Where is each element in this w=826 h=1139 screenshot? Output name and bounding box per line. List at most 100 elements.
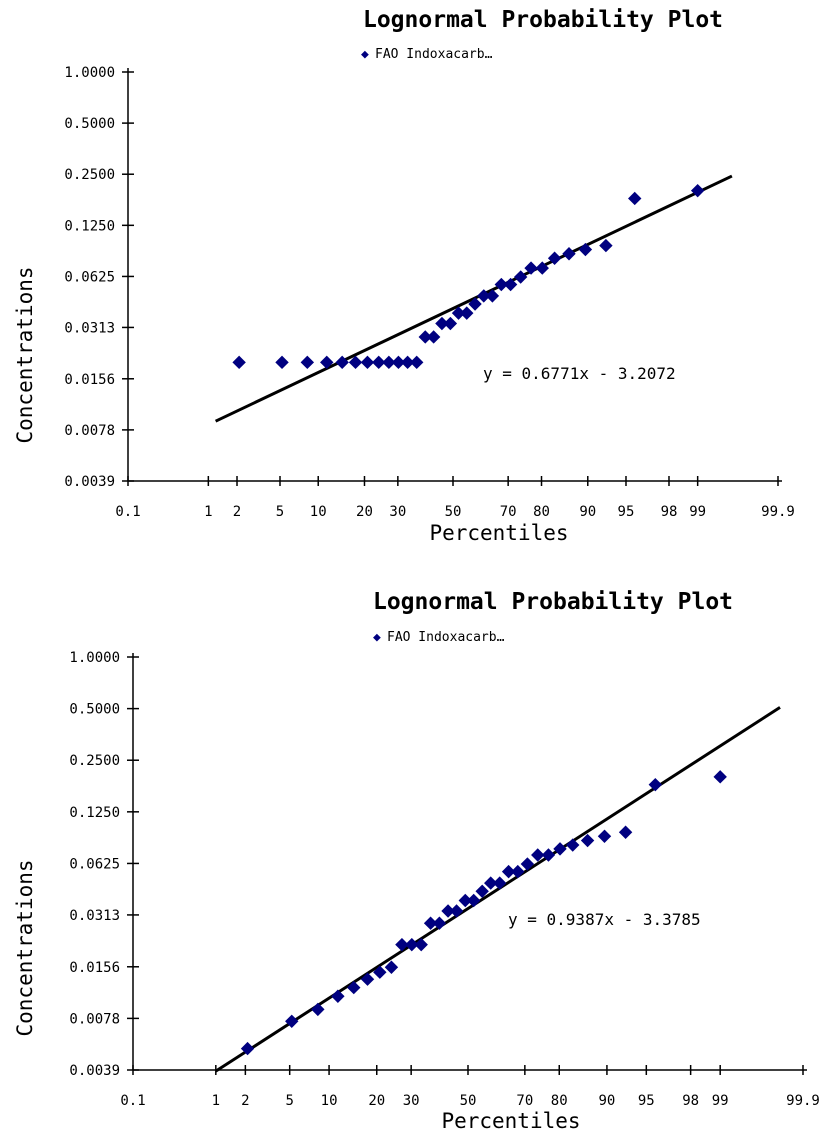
x-tick-label: 90 xyxy=(598,1093,615,1109)
x-tick-label: 10 xyxy=(321,1093,338,1109)
chart-1-equation: y = 0.6771x - 3.2072 xyxy=(483,364,676,383)
data-point xyxy=(372,355,386,370)
chart-1-axes: 1.00000.50000.25000.12500.06250.03130.01… xyxy=(64,65,794,520)
chart-2-title: Lognormal Probability Plot xyxy=(373,589,733,615)
y-tick-label: 1.0000 xyxy=(69,650,120,666)
data-point xyxy=(580,833,595,848)
chart-2-marks xyxy=(214,706,781,1073)
data-point xyxy=(360,355,375,370)
data-point xyxy=(618,825,633,839)
data-point xyxy=(648,777,663,792)
data-point xyxy=(460,306,474,320)
data-point xyxy=(484,876,498,890)
x-tick-label: 50 xyxy=(445,504,462,520)
x-tick-label: 30 xyxy=(389,504,406,520)
x-tick-label: 50 xyxy=(460,1093,477,1109)
data-point xyxy=(391,355,406,370)
y-tick-label: 0.1250 xyxy=(64,218,115,234)
data-point xyxy=(232,355,246,370)
data-point xyxy=(531,848,545,862)
chart-2-equation: y = 0.9387x - 3.3785 xyxy=(508,910,701,929)
data-point xyxy=(520,857,535,871)
y-tick-label: 0.1250 xyxy=(69,805,120,821)
data-point xyxy=(468,297,482,311)
y-tick-label: 0.5000 xyxy=(64,116,115,132)
data-point xyxy=(285,1014,299,1029)
data-point xyxy=(562,247,576,261)
x-tick-label: 10 xyxy=(310,504,327,520)
x-tick-label: 0.1 xyxy=(115,504,140,520)
x-tick-label: 0.1 xyxy=(120,1093,145,1109)
chart-2-legend: ◆ FAO Indoxacarb… xyxy=(373,630,505,645)
data-point xyxy=(360,972,375,986)
trendline xyxy=(214,706,781,1073)
data-point xyxy=(240,1041,255,1056)
data-point xyxy=(275,355,289,370)
data-point xyxy=(348,355,363,370)
x-tick-label: 2 xyxy=(233,504,241,520)
data-point xyxy=(443,316,458,331)
chart-1-y-axis-title: Concentrations xyxy=(13,266,37,443)
x-tick-label: 95 xyxy=(618,504,635,520)
x-tick-label: 30 xyxy=(403,1093,420,1109)
data-point xyxy=(494,277,509,292)
y-tick-label: 0.0313 xyxy=(64,320,115,336)
data-point xyxy=(382,355,396,370)
chart-2-axes: 1.00000.50000.25000.12500.06250.03130.01… xyxy=(69,650,819,1109)
data-point xyxy=(547,251,562,265)
x-tick-label: 20 xyxy=(368,1093,385,1109)
data-point xyxy=(347,980,361,995)
y-tick-label: 0.0039 xyxy=(64,474,115,490)
data-point xyxy=(690,183,705,198)
data-point xyxy=(492,876,507,890)
chart-1-marks xyxy=(214,174,733,423)
data-point xyxy=(300,355,315,370)
y-tick-label: 0.2500 xyxy=(69,753,120,769)
data-point xyxy=(511,864,525,879)
x-tick-label: 80 xyxy=(551,1093,568,1109)
legend-marker-1: ◆ xyxy=(361,47,369,62)
data-point xyxy=(524,261,538,275)
x-tick-label: 5 xyxy=(285,1093,293,1109)
chart-2-y-axis-title: Concentrations xyxy=(13,859,37,1036)
data-point xyxy=(311,1002,325,1017)
x-tick-label: 90 xyxy=(579,504,596,520)
data-point xyxy=(320,355,334,370)
chart-1: Lognormal Probability Plot ◆ FAO Indoxac… xyxy=(13,7,795,545)
x-tick-label: 99.9 xyxy=(786,1093,820,1109)
x-tick-label: 80 xyxy=(533,504,550,520)
data-point xyxy=(414,937,428,952)
data-point xyxy=(373,965,387,979)
legend-marker-2: ◆ xyxy=(373,630,381,645)
x-tick-label: 2 xyxy=(241,1093,249,1109)
y-tick-label: 0.0078 xyxy=(64,423,115,439)
chart-1-title: Lognormal Probability Plot xyxy=(363,7,723,33)
data-point xyxy=(513,270,528,284)
data-point xyxy=(423,916,438,930)
y-tick-label: 0.0156 xyxy=(69,960,120,976)
data-point xyxy=(400,355,415,370)
y-tick-label: 0.0625 xyxy=(69,856,120,872)
data-point xyxy=(335,355,349,370)
chart-2: Lognormal Probability Plot ◆ FAO Indoxac… xyxy=(13,589,820,1133)
chart-1-legend: ◆ FAO Indoxacarb… xyxy=(361,47,493,62)
chart-1-x-axis-title: Percentiles xyxy=(429,521,568,545)
x-tick-label: 70 xyxy=(516,1093,533,1109)
chart-1-legend-label: FAO Indoxacarb… xyxy=(375,47,493,62)
x-tick-label: 20 xyxy=(356,504,373,520)
x-tick-label: 98 xyxy=(661,504,678,520)
data-point xyxy=(395,937,409,952)
y-tick-label: 1.0000 xyxy=(64,65,115,81)
data-point xyxy=(578,242,593,257)
x-tick-label: 99 xyxy=(689,504,706,520)
data-point xyxy=(566,838,580,852)
chart-2-x-axis-title: Percentiles xyxy=(441,1109,580,1133)
y-tick-label: 0.2500 xyxy=(64,167,115,183)
data-point xyxy=(501,864,516,879)
data-point xyxy=(599,238,613,253)
x-tick-label: 95 xyxy=(638,1093,655,1109)
data-point xyxy=(467,893,481,908)
data-point xyxy=(541,848,556,862)
chart-2-legend-label: FAO Indoxacarb… xyxy=(387,630,505,645)
data-point xyxy=(628,191,642,206)
